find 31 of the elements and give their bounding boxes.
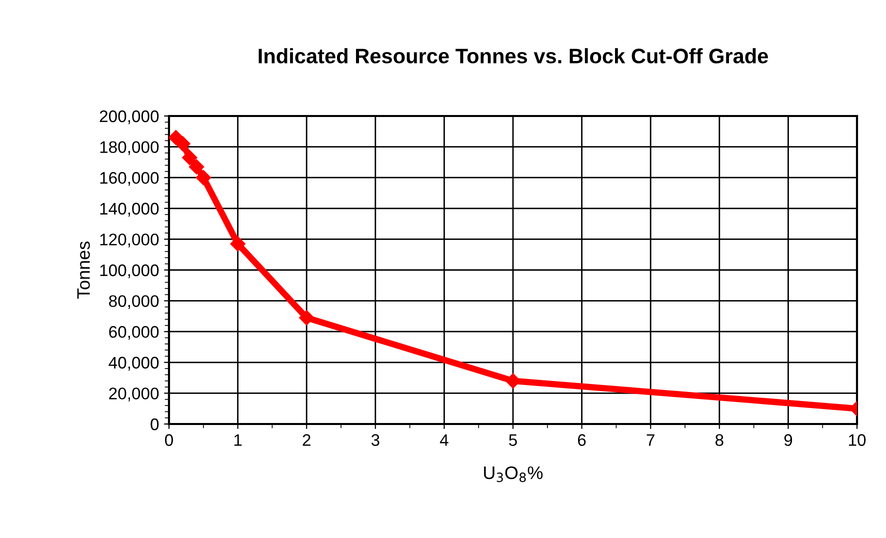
y-tick-label: 100,000 xyxy=(100,264,159,278)
y-tick-label: 40,000 xyxy=(108,356,159,371)
chart-title: Indicated Resource Tonnes vs. Block Cut-Off Grade xyxy=(258,48,768,64)
y-tick-label: 160,000 xyxy=(100,172,159,186)
x-tick-label: 8 xyxy=(715,434,724,446)
y-axis-title: Tonnes xyxy=(77,242,90,299)
y-tick-label: 140,000 xyxy=(100,202,159,217)
point xyxy=(182,150,198,166)
y-tick-label: 60,000 xyxy=(109,326,159,340)
y-tick-label: 120,000 xyxy=(100,234,159,248)
x-tick-label: 10 xyxy=(849,434,866,446)
x-tick-label: 1 xyxy=(234,434,242,446)
x-tick-label: 6 xyxy=(578,434,586,446)
x-axis-title: U$_{3}$O$_{8}$% xyxy=(484,466,543,482)
y-tick-label: 20,000 xyxy=(109,388,159,402)
x-tick-label: 4 xyxy=(440,434,448,446)
point xyxy=(188,159,204,174)
x-tick-label: 5 xyxy=(509,434,517,446)
x-tick-label: 0 xyxy=(165,434,173,446)
y-tick-label: 200,000 xyxy=(100,110,159,124)
x-tick-label: 7 xyxy=(646,434,654,446)
point xyxy=(299,310,314,326)
x-tick-label: 2 xyxy=(302,434,310,446)
y-tick-label: 180,000 xyxy=(100,141,159,155)
point xyxy=(175,136,190,152)
y-tick-label: 0 xyxy=(150,418,159,430)
x-tick-label: 3 xyxy=(371,434,380,446)
y-tick-label: 80,000 xyxy=(109,295,159,309)
x-tick-label: 9 xyxy=(784,434,792,446)
point xyxy=(230,236,246,252)
point xyxy=(196,170,211,186)
